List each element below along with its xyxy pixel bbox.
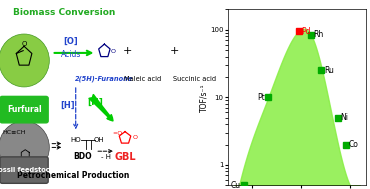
Text: Succinic acid: Succinic acid xyxy=(174,76,216,82)
Text: [H]: [H] xyxy=(60,101,75,110)
Text: Pd: Pd xyxy=(301,27,310,36)
Text: Biomass Conversion: Biomass Conversion xyxy=(13,8,115,17)
Text: =O: =O xyxy=(112,131,122,136)
Text: Ni: Ni xyxy=(340,113,348,122)
Text: Rh: Rh xyxy=(313,30,323,39)
Text: +: + xyxy=(122,46,132,56)
Text: Maleic acid: Maleic acid xyxy=(124,76,161,82)
Text: HC≡CH: HC≡CH xyxy=(2,130,26,135)
Text: Acids: Acids xyxy=(61,50,81,59)
Text: Fossil feedstock: Fossil feedstock xyxy=(0,167,54,173)
FancyBboxPatch shape xyxy=(0,157,48,183)
Text: OH: OH xyxy=(93,137,104,143)
Text: 2(5H)-Furanone: 2(5H)-Furanone xyxy=(75,76,134,82)
Text: Co: Co xyxy=(348,140,358,149)
Text: [O]: [O] xyxy=(64,37,78,46)
Text: Pt: Pt xyxy=(258,93,265,102)
Text: [H]: [H] xyxy=(87,98,103,107)
Text: +: + xyxy=(170,46,179,56)
Text: O: O xyxy=(111,49,116,53)
Text: - H: - H xyxy=(101,154,111,160)
Text: O: O xyxy=(132,136,137,140)
Text: GBL: GBL xyxy=(114,152,136,162)
Text: HO: HO xyxy=(70,137,81,143)
Text: Ru: Ru xyxy=(324,66,334,75)
Text: BDO: BDO xyxy=(73,152,92,161)
Ellipse shape xyxy=(0,34,49,87)
Text: Petrochemical Production: Petrochemical Production xyxy=(17,171,130,180)
Y-axis label: TOF/s⁻¹: TOF/s⁻¹ xyxy=(199,83,208,112)
Text: O: O xyxy=(21,41,27,47)
Text: Furfural: Furfural xyxy=(7,105,41,114)
Text: Cu: Cu xyxy=(231,181,240,189)
FancyBboxPatch shape xyxy=(0,96,48,123)
Ellipse shape xyxy=(0,121,49,174)
